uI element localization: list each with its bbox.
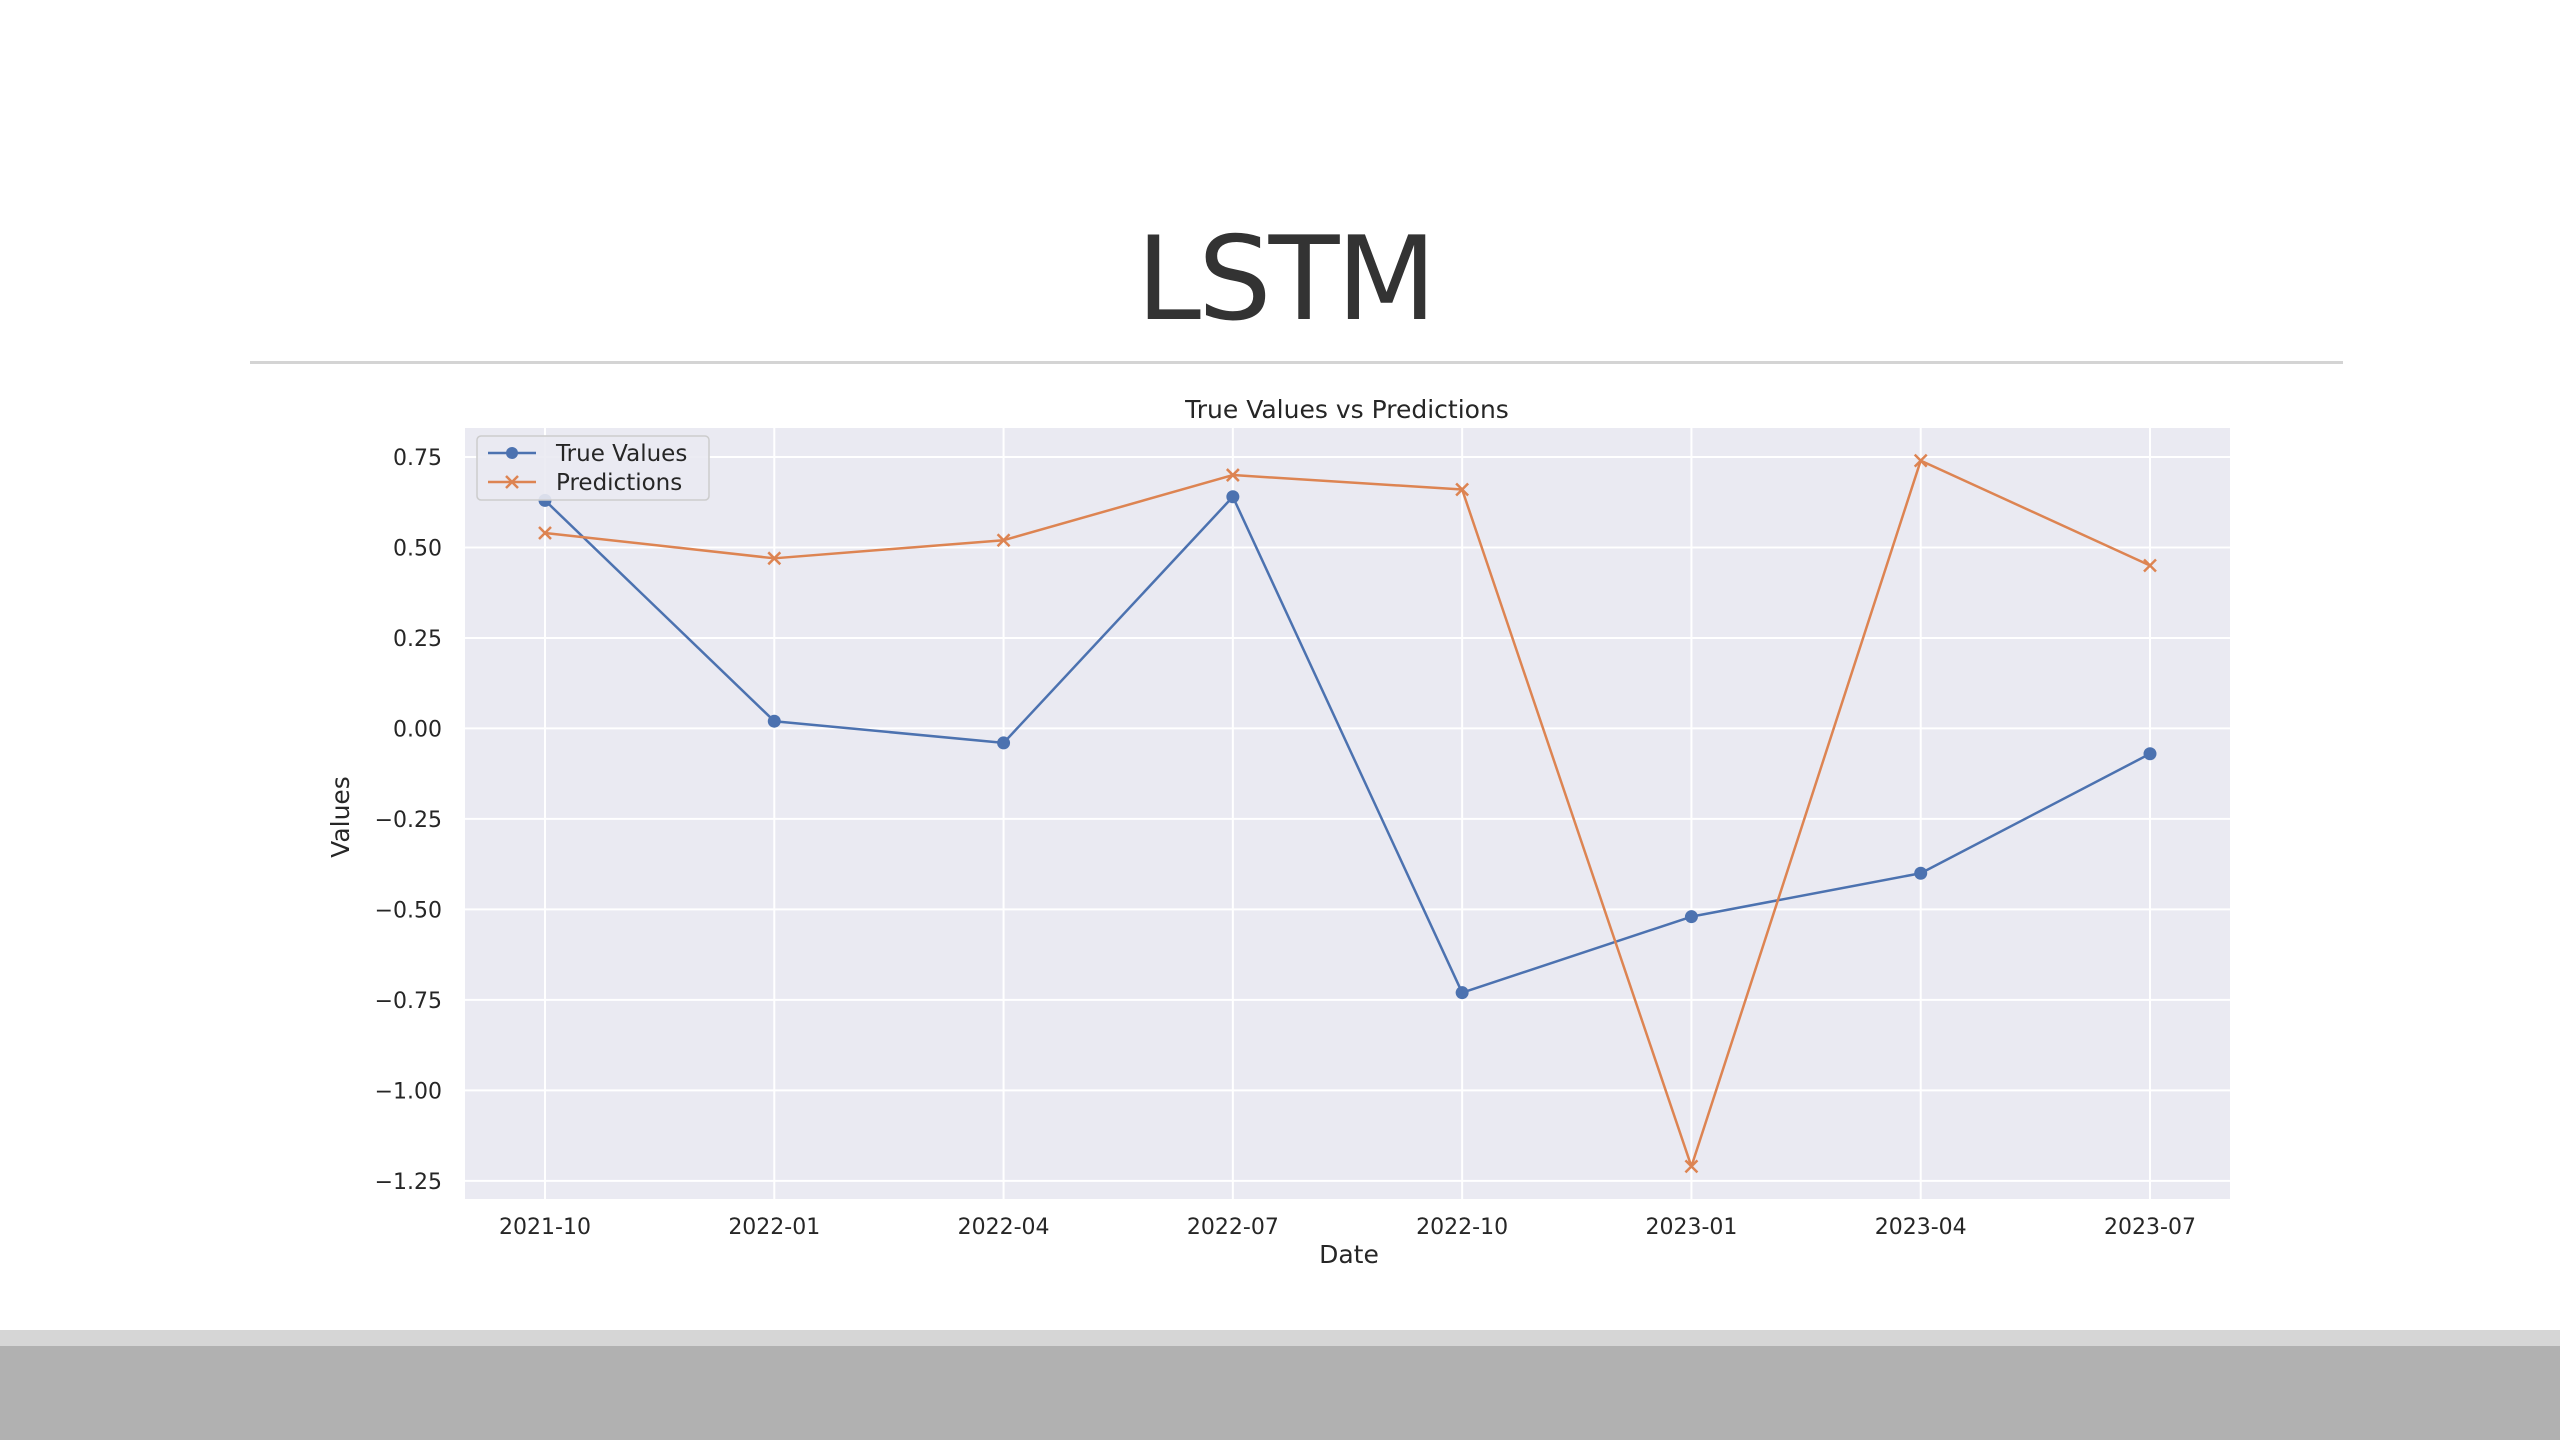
legend-marker-true-values — [506, 447, 518, 459]
data-point-predictions — [1225, 468, 1240, 482]
data-point-true-values — [997, 736, 1011, 750]
data-point-predictions — [538, 526, 552, 540]
data-point-predictions — [996, 533, 1011, 548]
data-point-true-values — [1226, 490, 1240, 504]
slide-title: LSTM — [1136, 212, 1436, 347]
data-point-predictions — [1913, 453, 1928, 468]
data-point-predictions — [1455, 482, 1470, 497]
line-chart: 0.75 0.50 0.25 0.00 −0.25 −0.50 −0.75 −1.00 −1.2… — [326, 395, 2230, 1269]
legend-marker-predictions — [505, 475, 519, 489]
x-tick-label: 2022-10 — [1416, 1215, 1508, 1240]
x-tick-label: 2021-10 — [499, 1215, 591, 1240]
y-tick-label: 0.25 — [393, 627, 442, 652]
data-point-true-values — [1684, 910, 1698, 924]
x-tick-label: 2023-04 — [1875, 1215, 1967, 1240]
x-tick-labels: 2021-10 2022-01 2022-04 2022-07 2022-10 2023-… — [499, 1215, 2196, 1240]
legend-label-predictions: Predictions — [556, 470, 682, 496]
data-point-true-values — [2143, 747, 2157, 761]
plot-area — [465, 428, 2230, 1199]
data-point-predictions — [1684, 1159, 1699, 1174]
x-tick-label: 2023-01 — [1645, 1215, 1737, 1240]
series-layer — [538, 453, 2157, 1174]
chart-container: 0.75 0.50 0.25 0.00 −0.25 −0.50 −0.75 −1.00 −1.2… — [326, 395, 2230, 1269]
slide: LSTM 0.75 0.50 0.25 0.00 −0.25 −0.50 −0.75 −1.0… — [250, 212, 2343, 1269]
y-tick-label: −1.25 — [375, 1170, 442, 1195]
data-point-true-values — [767, 714, 781, 728]
series-line-predictions — [544, 459, 2151, 1168]
x-axis-label: Date — [1319, 1240, 1379, 1269]
x-tick-label: 2022-01 — [728, 1215, 820, 1240]
legend: True Values Predictions — [476, 435, 710, 501]
y-axis-label: Values — [326, 776, 355, 858]
x-tick-label: 2023-07 — [2104, 1215, 2196, 1240]
title-divider — [250, 361, 2343, 364]
y-tick-label: 0.75 — [393, 446, 442, 471]
y-tick-label: 0.50 — [393, 536, 442, 561]
x-tick-label: 2022-04 — [958, 1215, 1050, 1240]
legend-label-true-values: True Values — [555, 441, 687, 467]
data-point-true-values — [1455, 986, 1469, 1000]
chart-title: True Values vs Predictions — [1184, 395, 1509, 424]
bottom-taskbar-band — [0, 1330, 2560, 1440]
y-tick-label: −0.50 — [375, 898, 442, 923]
data-point-predictions — [2143, 558, 2157, 573]
y-tick-label: 0.00 — [393, 717, 442, 742]
y-tick-label: −0.75 — [375, 989, 442, 1014]
x-tick-label: 2022-07 — [1187, 1215, 1279, 1240]
series-line-true-values — [544, 495, 2151, 994]
data-point-true-values — [1914, 866, 1928, 880]
data-point-predictions — [767, 551, 782, 566]
y-tick-labels: 0.75 0.50 0.25 0.00 −0.25 −0.50 −0.75 −1.00 −1.2… — [375, 446, 442, 1195]
y-tick-label: −0.25 — [375, 808, 442, 833]
y-tick-label: −1.00 — [375, 1079, 442, 1104]
grid-lines — [465, 428, 2230, 1199]
